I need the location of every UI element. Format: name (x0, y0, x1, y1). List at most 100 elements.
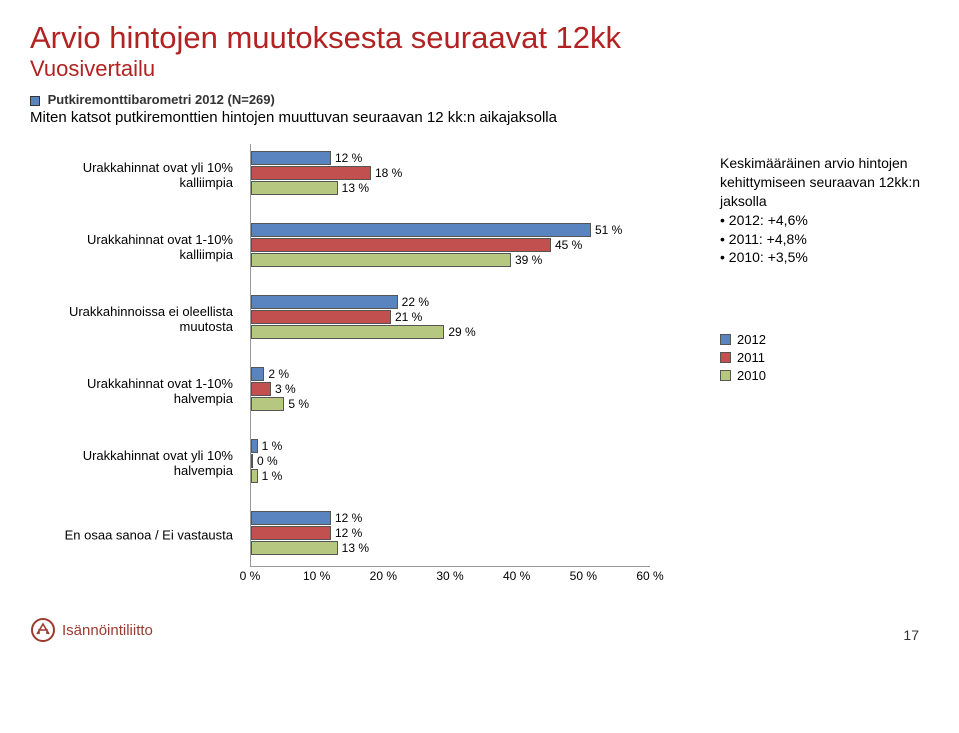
bar-value-label: 29 % (448, 325, 475, 339)
x-tick: 40 % (503, 569, 530, 583)
legend-swatch (720, 352, 731, 363)
bar (251, 439, 258, 453)
bar (251, 526, 331, 540)
page-subtitle: Vuosivertailu (30, 56, 929, 82)
bar-value-label: 1 % (262, 469, 283, 483)
bar-row: 12 % (251, 526, 650, 540)
legend-label: 2010 (737, 368, 766, 383)
bar-value-label: 13 % (342, 541, 369, 555)
bar (251, 382, 271, 396)
bar-row: 51 % (251, 223, 650, 237)
annotation-box: Keskimääräinen arvio hintojenkehittymise… (720, 154, 959, 267)
bar-row: 29 % (251, 325, 650, 339)
bar-value-label: 51 % (595, 223, 622, 237)
bar-group: Urakkahinnoissa ei oleellista muutosta22… (251, 288, 650, 350)
legend: 2012 2011 2010 (720, 329, 766, 386)
bar-value-label: 2 % (268, 367, 289, 381)
bar (251, 325, 444, 339)
category-label: Urakkahinnat ovat yli 10% halvempia (31, 448, 241, 478)
bar-row: 12 % (251, 151, 650, 165)
chart-wrap: Urakkahinnat ovat yli 10% kalliimpia 12 %… (30, 144, 929, 587)
bar-row: 13 % (251, 541, 650, 555)
bar-value-label: 18 % (375, 166, 402, 180)
annotation-heading: Keskimääräinen arvio hintojenkehittymise… (720, 154, 959, 211)
bar-row: 5 % (251, 397, 650, 411)
bar (251, 469, 258, 483)
x-tick: 30 % (436, 569, 463, 583)
legend-swatch (720, 334, 731, 345)
bar-group: Urakkahinnat ovat 1-10% halvempia2 %3 %5… (251, 360, 650, 422)
survey-label: Putkiremonttibarometri 2012 (N=269) (30, 92, 929, 107)
bar-value-label: 39 % (515, 253, 542, 267)
bar-value-label: 12 % (335, 151, 362, 165)
bar-row: 21 % (251, 310, 650, 324)
annotation-line: jaksolla (720, 192, 959, 211)
x-tick: 20 % (370, 569, 397, 583)
category-label: Urakkahinnat ovat 1-10% halvempia (31, 376, 241, 406)
bar-group: Urakkahinnat ovat yli 10% halvempia1 %0 … (251, 432, 650, 494)
annotation-bullet: • 2012: +4,6% (720, 211, 959, 230)
bar (251, 454, 253, 468)
legend-item: 2011 (720, 350, 766, 365)
bar (251, 253, 511, 267)
bar-group: En osaa sanoa / Ei vastausta12 %12 %13 % (251, 504, 650, 566)
brand: Isännöintiliitto (30, 617, 153, 643)
bar (251, 166, 371, 180)
bar (251, 181, 338, 195)
bar-value-label: 1 % (262, 439, 283, 453)
bar (251, 295, 398, 309)
bar (251, 151, 331, 165)
category-label: Urakkahinnat ovat yli 10% kalliimpia (31, 160, 241, 190)
bar-plot: Urakkahinnat ovat yli 10% kalliimpia12 %… (250, 144, 650, 567)
bar-value-label: 0 % (257, 454, 278, 468)
bar-row: 0 % (251, 454, 650, 468)
bar-row: 3 % (251, 382, 650, 396)
x-tick: 0 % (240, 569, 261, 583)
brand-icon (30, 617, 56, 643)
question-text: Miten katsot putkiremonttien hintojen mu… (30, 109, 929, 126)
annotation-bullets: • 2012: +4,6%• 2011: +4,8%• 2010: +3,5% (720, 211, 959, 268)
legend-label: 2011 (737, 350, 765, 365)
category-label: En osaa sanoa / Ei vastausta (31, 528, 241, 543)
brand-text: Isännöintiliitto (62, 622, 153, 639)
bar-group: Urakkahinnat ovat yli 10% kalliimpia12 %… (251, 144, 650, 206)
annotation-bullet: • 2010: +3,5% (720, 248, 959, 267)
x-tick: 10 % (303, 569, 330, 583)
bar (251, 511, 331, 525)
bar-row: 12 % (251, 511, 650, 525)
bar (251, 310, 391, 324)
bar-row: 18 % (251, 166, 650, 180)
bar-row: 39 % (251, 253, 650, 267)
x-tick: 60 % (636, 569, 663, 583)
bar-value-label: 21 % (395, 310, 422, 324)
bar-row: 13 % (251, 181, 650, 195)
page-number: 17 (903, 627, 919, 643)
bar-value-label: 22 % (402, 295, 429, 309)
bar-row: 22 % (251, 295, 650, 309)
legend-item: 2012 (720, 332, 766, 347)
bar-value-label: 3 % (275, 382, 296, 396)
survey-marker (30, 96, 40, 106)
chart-area: Urakkahinnat ovat yli 10% kalliimpia 12 %… (30, 144, 710, 587)
bar (251, 238, 551, 252)
bar-row: 1 % (251, 439, 650, 453)
survey-text: Putkiremonttibarometri 2012 (N=269) (48, 92, 275, 107)
x-tick: 50 % (570, 569, 597, 583)
legend-label: 2012 (737, 332, 766, 347)
bar-value-label: 12 % (335, 526, 362, 540)
category-label: Urakkahinnat ovat 1-10% kalliimpia (31, 232, 241, 262)
bar-value-label: 13 % (342, 181, 369, 195)
category-label: Urakkahinnoissa ei oleellista muutosta (31, 304, 241, 334)
annotation-line: kehittymiseen seuraavan 12kk:n (720, 173, 959, 192)
bar (251, 541, 338, 555)
bar-value-label: 5 % (288, 397, 309, 411)
bar-row: 45 % (251, 238, 650, 252)
bar (251, 397, 284, 411)
page-title: Arvio hintojen muutoksesta seuraavat 12k… (30, 20, 929, 56)
legend-swatch (720, 370, 731, 381)
annotation-line: Keskimääräinen arvio hintojen (720, 154, 959, 173)
bar-row: 1 % (251, 469, 650, 483)
annotation-bullet: • 2011: +4,8% (720, 230, 959, 249)
legend-item: 2010 (720, 368, 766, 383)
x-axis: 0 %10 %20 %30 %40 %50 %60 % (250, 567, 650, 587)
